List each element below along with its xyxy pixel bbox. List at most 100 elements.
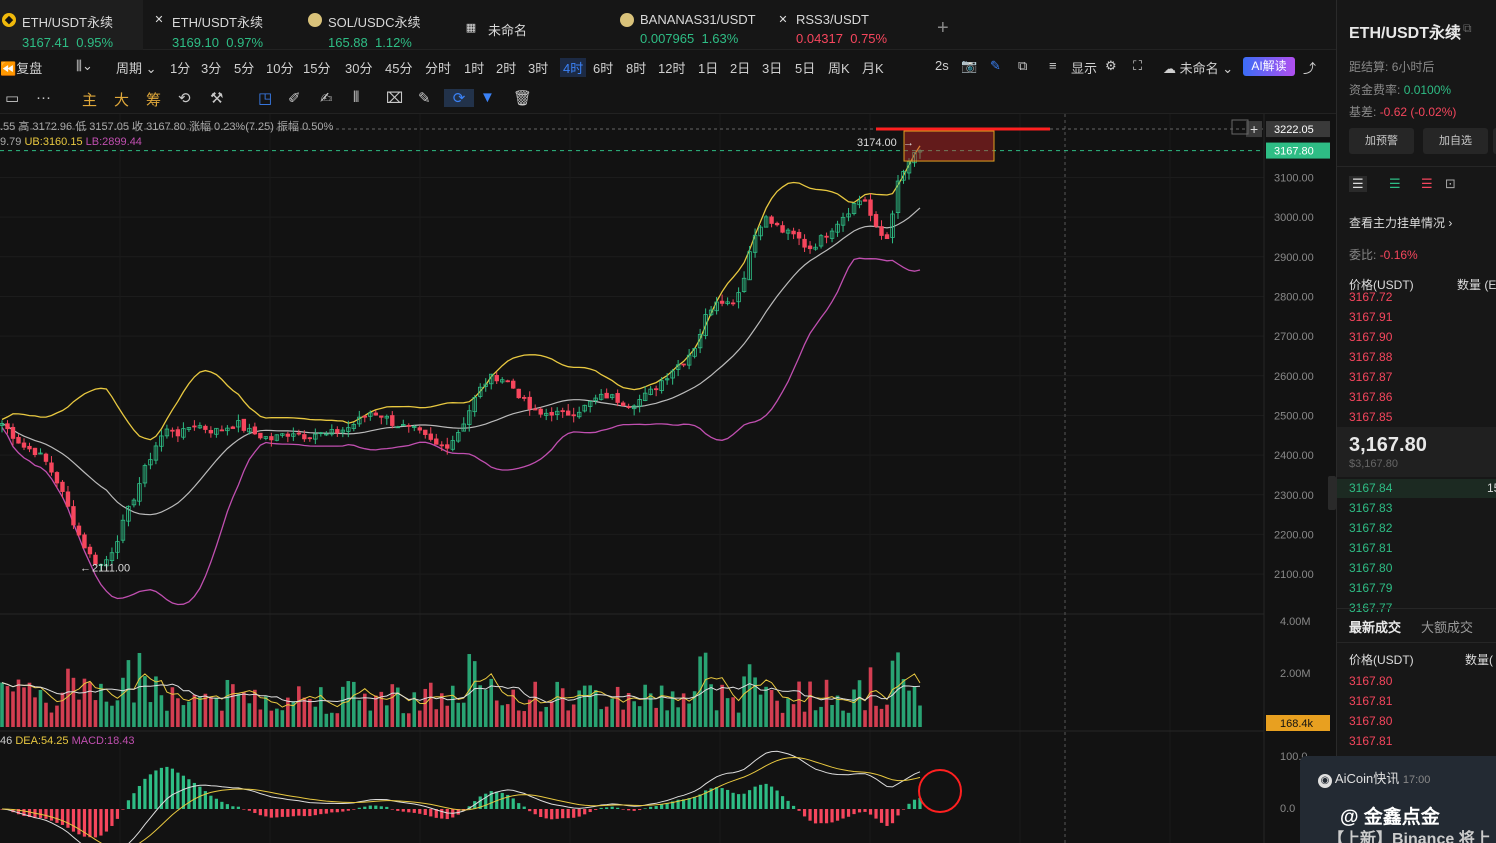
share-icon[interactable]: ⤴: [1303, 61, 1317, 76]
ask-row[interactable]: 3167.91: [1349, 310, 1393, 324]
ruler-icon[interactable]: ✐: [288, 90, 301, 107]
panel-collapse-handle[interactable]: [1328, 476, 1336, 510]
trades-tab[interactable]: 最新成交: [1349, 620, 1402, 635]
candle: [538, 408, 543, 415]
interval-19[interactable]: 周K: [828, 61, 850, 76]
volume-bar: [121, 677, 125, 727]
orderbook-both-icon[interactable]: ☰: [1349, 176, 1367, 192]
interval-0[interactable]: 1分: [170, 61, 191, 76]
tab-rss3-usdt[interactable]: ✕ RSS3/USDT 0.04317 0.75%: [774, 0, 919, 50]
popout-icon[interactable]: ⧉: [1018, 58, 1028, 73]
interval-15[interactable]: 1日: [698, 61, 719, 76]
macd-histogram-bar: [60, 809, 65, 825]
large-trades-tab[interactable]: 大额成交: [1421, 620, 1474, 635]
magnet-icon[interactable]: ⟳: [444, 89, 474, 107]
interval-11[interactable]: 4时: [560, 58, 587, 77]
interval-18[interactable]: 5日: [795, 61, 816, 76]
tab-unnamed[interactable]: ▦ 未命名: [462, 0, 607, 50]
interval-12[interactable]: 6时: [593, 61, 614, 76]
interval-2[interactable]: 5分: [234, 61, 255, 76]
bid-row[interactable]: 3167.79: [1349, 581, 1393, 595]
tab-eth-usdt-perp-2[interactable]: ✕ ETH/USDT永续 3169.10 0.97%: [150, 0, 295, 50]
candle: [763, 216, 769, 228]
period-dropdown[interactable]: 周期 ⌄: [116, 61, 157, 76]
indicator-chips-tab[interactable]: 筹: [146, 92, 162, 109]
compare-icon[interactable]: ⟲: [178, 90, 191, 107]
trade-row[interactable]: 3167.80: [1349, 674, 1393, 688]
interval-6[interactable]: 45分: [385, 61, 413, 76]
interval-16[interactable]: 2日: [730, 61, 751, 76]
interval-1[interactable]: 3分: [201, 61, 222, 76]
ask-row[interactable]: 3167.85: [1349, 410, 1393, 424]
tab-bananas31-usdt[interactable]: BANANAS31/USDT 0.007965 1.63%: [618, 0, 763, 50]
pen-icon[interactable]: ✎: [990, 58, 1001, 73]
replay-button[interactable]: ⏪复盘: [0, 61, 43, 76]
square-icon[interactable]: ◳: [258, 90, 273, 107]
interval-3[interactable]: 10分: [266, 61, 294, 76]
interval-5[interactable]: 30分: [345, 61, 373, 76]
add-tab-icon[interactable]: +: [937, 17, 949, 39]
settings-icon[interactable]: ⚙: [1105, 58, 1117, 73]
tool-icon[interactable]: ⚒: [210, 90, 224, 107]
orderbook-settings-icon[interactable]: ⊡: [1445, 176, 1456, 191]
add-alert-button[interactable]: 加预警: [1349, 128, 1414, 154]
interval-13[interactable]: 8时: [626, 61, 647, 76]
ask-row[interactable]: 3167.90: [1349, 330, 1393, 344]
camera-icon[interactable]: 📷: [961, 58, 978, 73]
indicator-large-tab[interactable]: 大: [114, 92, 130, 109]
interval-14[interactable]: 12时: [658, 61, 686, 76]
candle-icon[interactable]: ⫴: [353, 89, 360, 106]
volume-bar: [780, 712, 785, 727]
trade-row[interactable]: 3167.81: [1349, 694, 1393, 708]
interval-10[interactable]: 3时: [528, 61, 549, 76]
filter-icon[interactable]: ▼: [480, 89, 495, 106]
volume-bar: [511, 689, 516, 727]
note-icon[interactable]: ✎: [418, 90, 431, 107]
more-button[interactable]: [1493, 128, 1496, 154]
tab-sol-usdc-perp[interactable]: SOL/USDC永续 165.88 1.12%: [306, 0, 451, 50]
lock-icon[interactable]: ⌧: [386, 90, 404, 107]
orderbook-bids-icon[interactable]: ☰: [1389, 176, 1401, 191]
trade-row[interactable]: 3167.81: [1349, 734, 1393, 748]
ask-row[interactable]: 3167.86: [1349, 390, 1393, 404]
refresh-rate[interactable]: 2s: [935, 58, 949, 73]
rectangle-icon[interactable]: ▭: [5, 90, 20, 107]
display-button[interactable]: 显示: [1071, 61, 1098, 76]
tab-eth-usdt-perp-1[interactable]: ◆ ETH/USDT永续 3167.41 0.95%: [0, 0, 143, 50]
more-icon[interactable]: ···: [36, 89, 51, 106]
trash-icon[interactable]: 🗑: [513, 90, 533, 107]
trade-row[interactable]: 3167.80: [1349, 714, 1393, 728]
ask-row[interactable]: 3167.87: [1349, 370, 1393, 384]
bid-row[interactable]: 3167.84: [1349, 481, 1393, 495]
chart-type-icon[interactable]: ⫼⌄: [76, 58, 93, 73]
current-price-tag: [1266, 142, 1330, 159]
bid-row[interactable]: 3167.81: [1349, 541, 1393, 555]
price-chart[interactable]: 3222.05 3167.80 3100.00 3000.00 2900.00 2800.…: [0, 114, 1336, 843]
brush-icon[interactable]: ✍: [320, 90, 333, 107]
interval-20[interactable]: 月K: [862, 61, 884, 76]
add-watchlist-button[interactable]: 加自选: [1423, 128, 1488, 154]
fullscreen-icon[interactable]: ⛶: [1133, 58, 1143, 73]
bid-row[interactable]: 3167.83: [1349, 501, 1393, 515]
volume-bar: [330, 712, 334, 727]
ask-row[interactable]: 3167.88: [1349, 350, 1393, 364]
bid-row[interactable]: 3167.80: [1349, 561, 1393, 575]
bid-row[interactable]: 3167.82: [1349, 521, 1393, 535]
interval-4[interactable]: 15分: [303, 61, 331, 76]
orderbook-asks-icon[interactable]: ☰: [1421, 176, 1433, 191]
ask-row[interactable]: 3167.72: [1349, 290, 1393, 304]
interval-17[interactable]: 3日: [762, 61, 783, 76]
copy-icon[interactable]: ⧉: [1463, 21, 1472, 35]
interval-9[interactable]: 2时: [496, 61, 517, 76]
candle: [16, 436, 21, 444]
interval-7[interactable]: 分时: [425, 61, 452, 76]
list-icon[interactable]: ≡: [1049, 58, 1057, 73]
layout-dropdown[interactable]: ☁ 未命名 ⌄: [1163, 61, 1234, 76]
macd-histogram-bar: [71, 809, 76, 832]
news-popup[interactable]: ◉ AiCoin快讯 17:00 @ 金鑫点金 【上新】Binance 将上: [1300, 756, 1496, 843]
ai-interpret-button[interactable]: AI解读: [1243, 57, 1295, 76]
volume-bar: [264, 696, 268, 727]
indicator-main-tab[interactable]: 主: [82, 92, 98, 109]
interval-8[interactable]: 1时: [464, 61, 485, 76]
orderbook-link[interactable]: 查看主力挂单情况 ›: [1349, 216, 1453, 230]
